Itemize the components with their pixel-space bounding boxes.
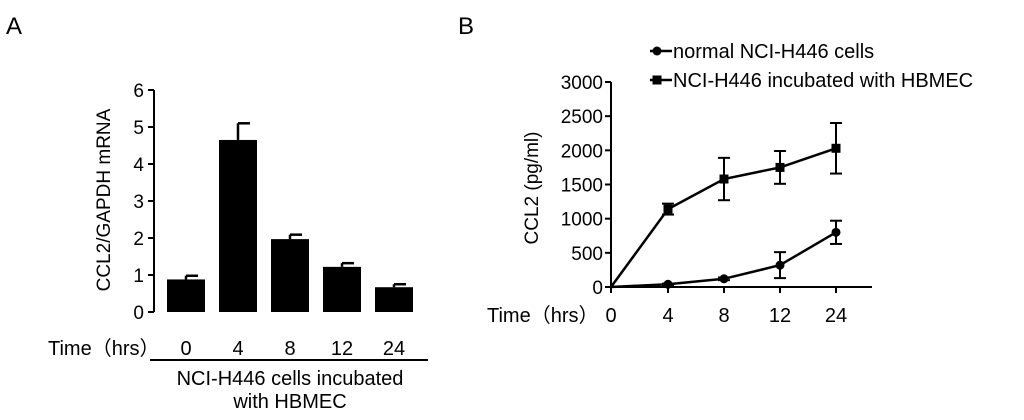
panel-a-group-label-2: with HBMEC — [232, 391, 346, 413]
panel-b-y-tick-label: 0 — [592, 278, 603, 299]
panel-a-y-tick-label: 3 — [133, 192, 144, 213]
panel-b-y-tick-label: 1500 — [561, 176, 603, 197]
panel-b-legend-marker — [652, 46, 662, 56]
panel-a-y-tick-label: 5 — [133, 118, 144, 139]
panel-a-y-tick-label: 2 — [133, 229, 144, 250]
panel-a-label: A — [6, 13, 22, 40]
panel-a-xlabel-prefix: Time（hrs） — [48, 337, 159, 360]
panel-b-label: B — [458, 13, 474, 40]
panel-a-y-tick-label: 1 — [133, 266, 144, 287]
panel-b-x-tick-label: 24 — [825, 305, 847, 327]
panel-b-point — [775, 260, 785, 270]
panel-a-x-tick-label: 24 — [383, 338, 405, 360]
panel-a-x-tick-label: 8 — [284, 338, 295, 360]
panel-a-ylabel: CCL2/GAPDH mRNA — [94, 108, 115, 291]
panel-b-point — [831, 227, 841, 237]
panel-b-x-tick-label: 8 — [718, 305, 729, 327]
panel-b-point — [775, 162, 785, 172]
panel-b-x-tick-label: 4 — [662, 305, 673, 327]
panel-b-point — [719, 174, 729, 184]
panel-b-point — [719, 274, 729, 284]
panel-a-bar — [167, 279, 205, 312]
panel-b-y-tick-label: 3000 — [561, 73, 603, 94]
panel-b-y-tick-label: 1000 — [561, 210, 603, 231]
panel-a-y-tick-label: 6 — [133, 81, 144, 102]
panel-b-point — [831, 143, 841, 153]
panel-b-y-tick-label: 2000 — [561, 141, 603, 162]
panel-b-y-tick-label: 2500 — [561, 107, 603, 128]
panel-b-ylabel: CCL2 (pg/ml) — [522, 132, 543, 245]
panel-b-legend-label: NCI-H446 incubated with HBMEC — [673, 70, 973, 92]
panel-b-plot: 0 500 1000 1500 2000 2500 3000 0 4 8 12 24 normal NC… — [561, 41, 973, 327]
panel-b-y-tick-label: 500 — [571, 244, 603, 265]
panel-b-legend-marker — [652, 75, 662, 85]
panel-a-bar — [323, 266, 361, 312]
panel-a-y-tick-label: 0 — [133, 303, 144, 324]
panel-a-x-tick-label: 4 — [232, 338, 243, 360]
panel-a-bar — [219, 139, 257, 312]
panel-b-point — [663, 204, 673, 214]
panel-b-xlabel-prefix: Time（hrs） — [487, 304, 598, 327]
panel-a-x-tick-label: 12 — [331, 338, 353, 360]
panel-b-x-tick-label: 12 — [769, 305, 791, 327]
panel-b-point — [663, 279, 673, 289]
panel-b-legend-label: normal NCI-H446 cells — [673, 41, 874, 63]
panel-a-y-tick-label: 4 — [133, 155, 144, 176]
panel-a-bar — [271, 239, 309, 312]
panel-a-group-label-1: NCI-H446 cells incubated — [177, 368, 404, 390]
panel-a-x-tick-label: 0 — [180, 338, 191, 360]
panel-b-x-tick-label: 0 — [605, 305, 616, 327]
panel-a-bar — [375, 287, 413, 312]
